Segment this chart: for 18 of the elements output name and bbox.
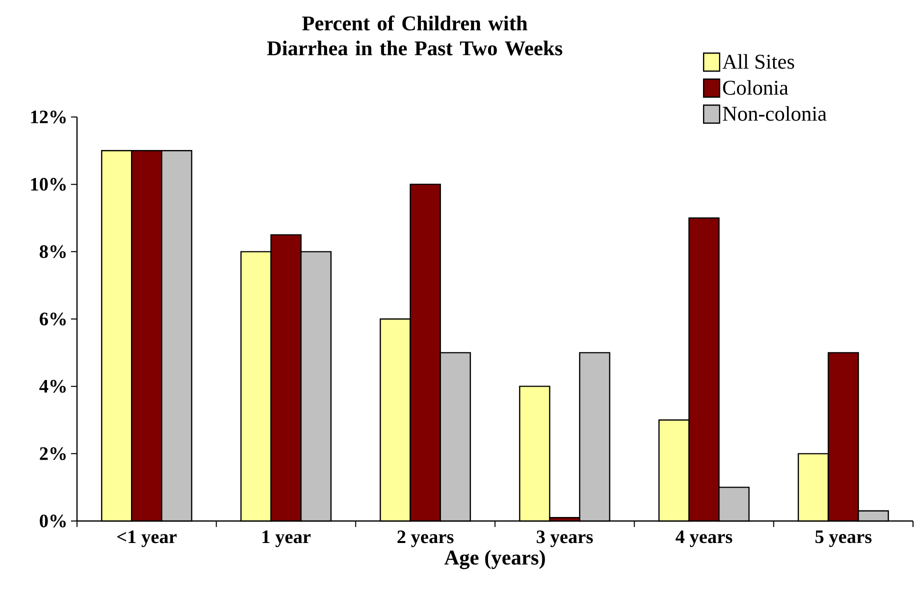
y-tick-label: 6%: [40, 312, 66, 326]
x-axis-title: Age (years): [444, 550, 545, 570]
y-tick-label: 10%: [31, 178, 66, 191]
legend-label: All Sites: [722, 54, 794, 69]
x-tick-label: 4 years: [676, 530, 732, 548]
chart-title: Percent of Children with Diarrhea in the Past Two Weeks: [267, 16, 562, 56]
x-tick-label: 5 years: [815, 530, 872, 547]
y-tick-label: 4%: [39, 380, 66, 393]
x-tick-label: 3 years: [536, 530, 593, 548]
legend-label: Colonia: [723, 80, 788, 95]
x-tick-label: 1 year: [262, 530, 311, 548]
y-tick-label: 2%: [40, 447, 66, 460]
legend-label: Non-colonia: [722, 106, 826, 121]
y-tick-label: 12%: [31, 110, 66, 124]
y-tick-label: 8%: [40, 245, 66, 258]
x-tick-label: 2 years: [397, 530, 454, 548]
y-tick-label: 0%: [40, 514, 66, 528]
x-tick-label: <1 year: [117, 530, 177, 548]
